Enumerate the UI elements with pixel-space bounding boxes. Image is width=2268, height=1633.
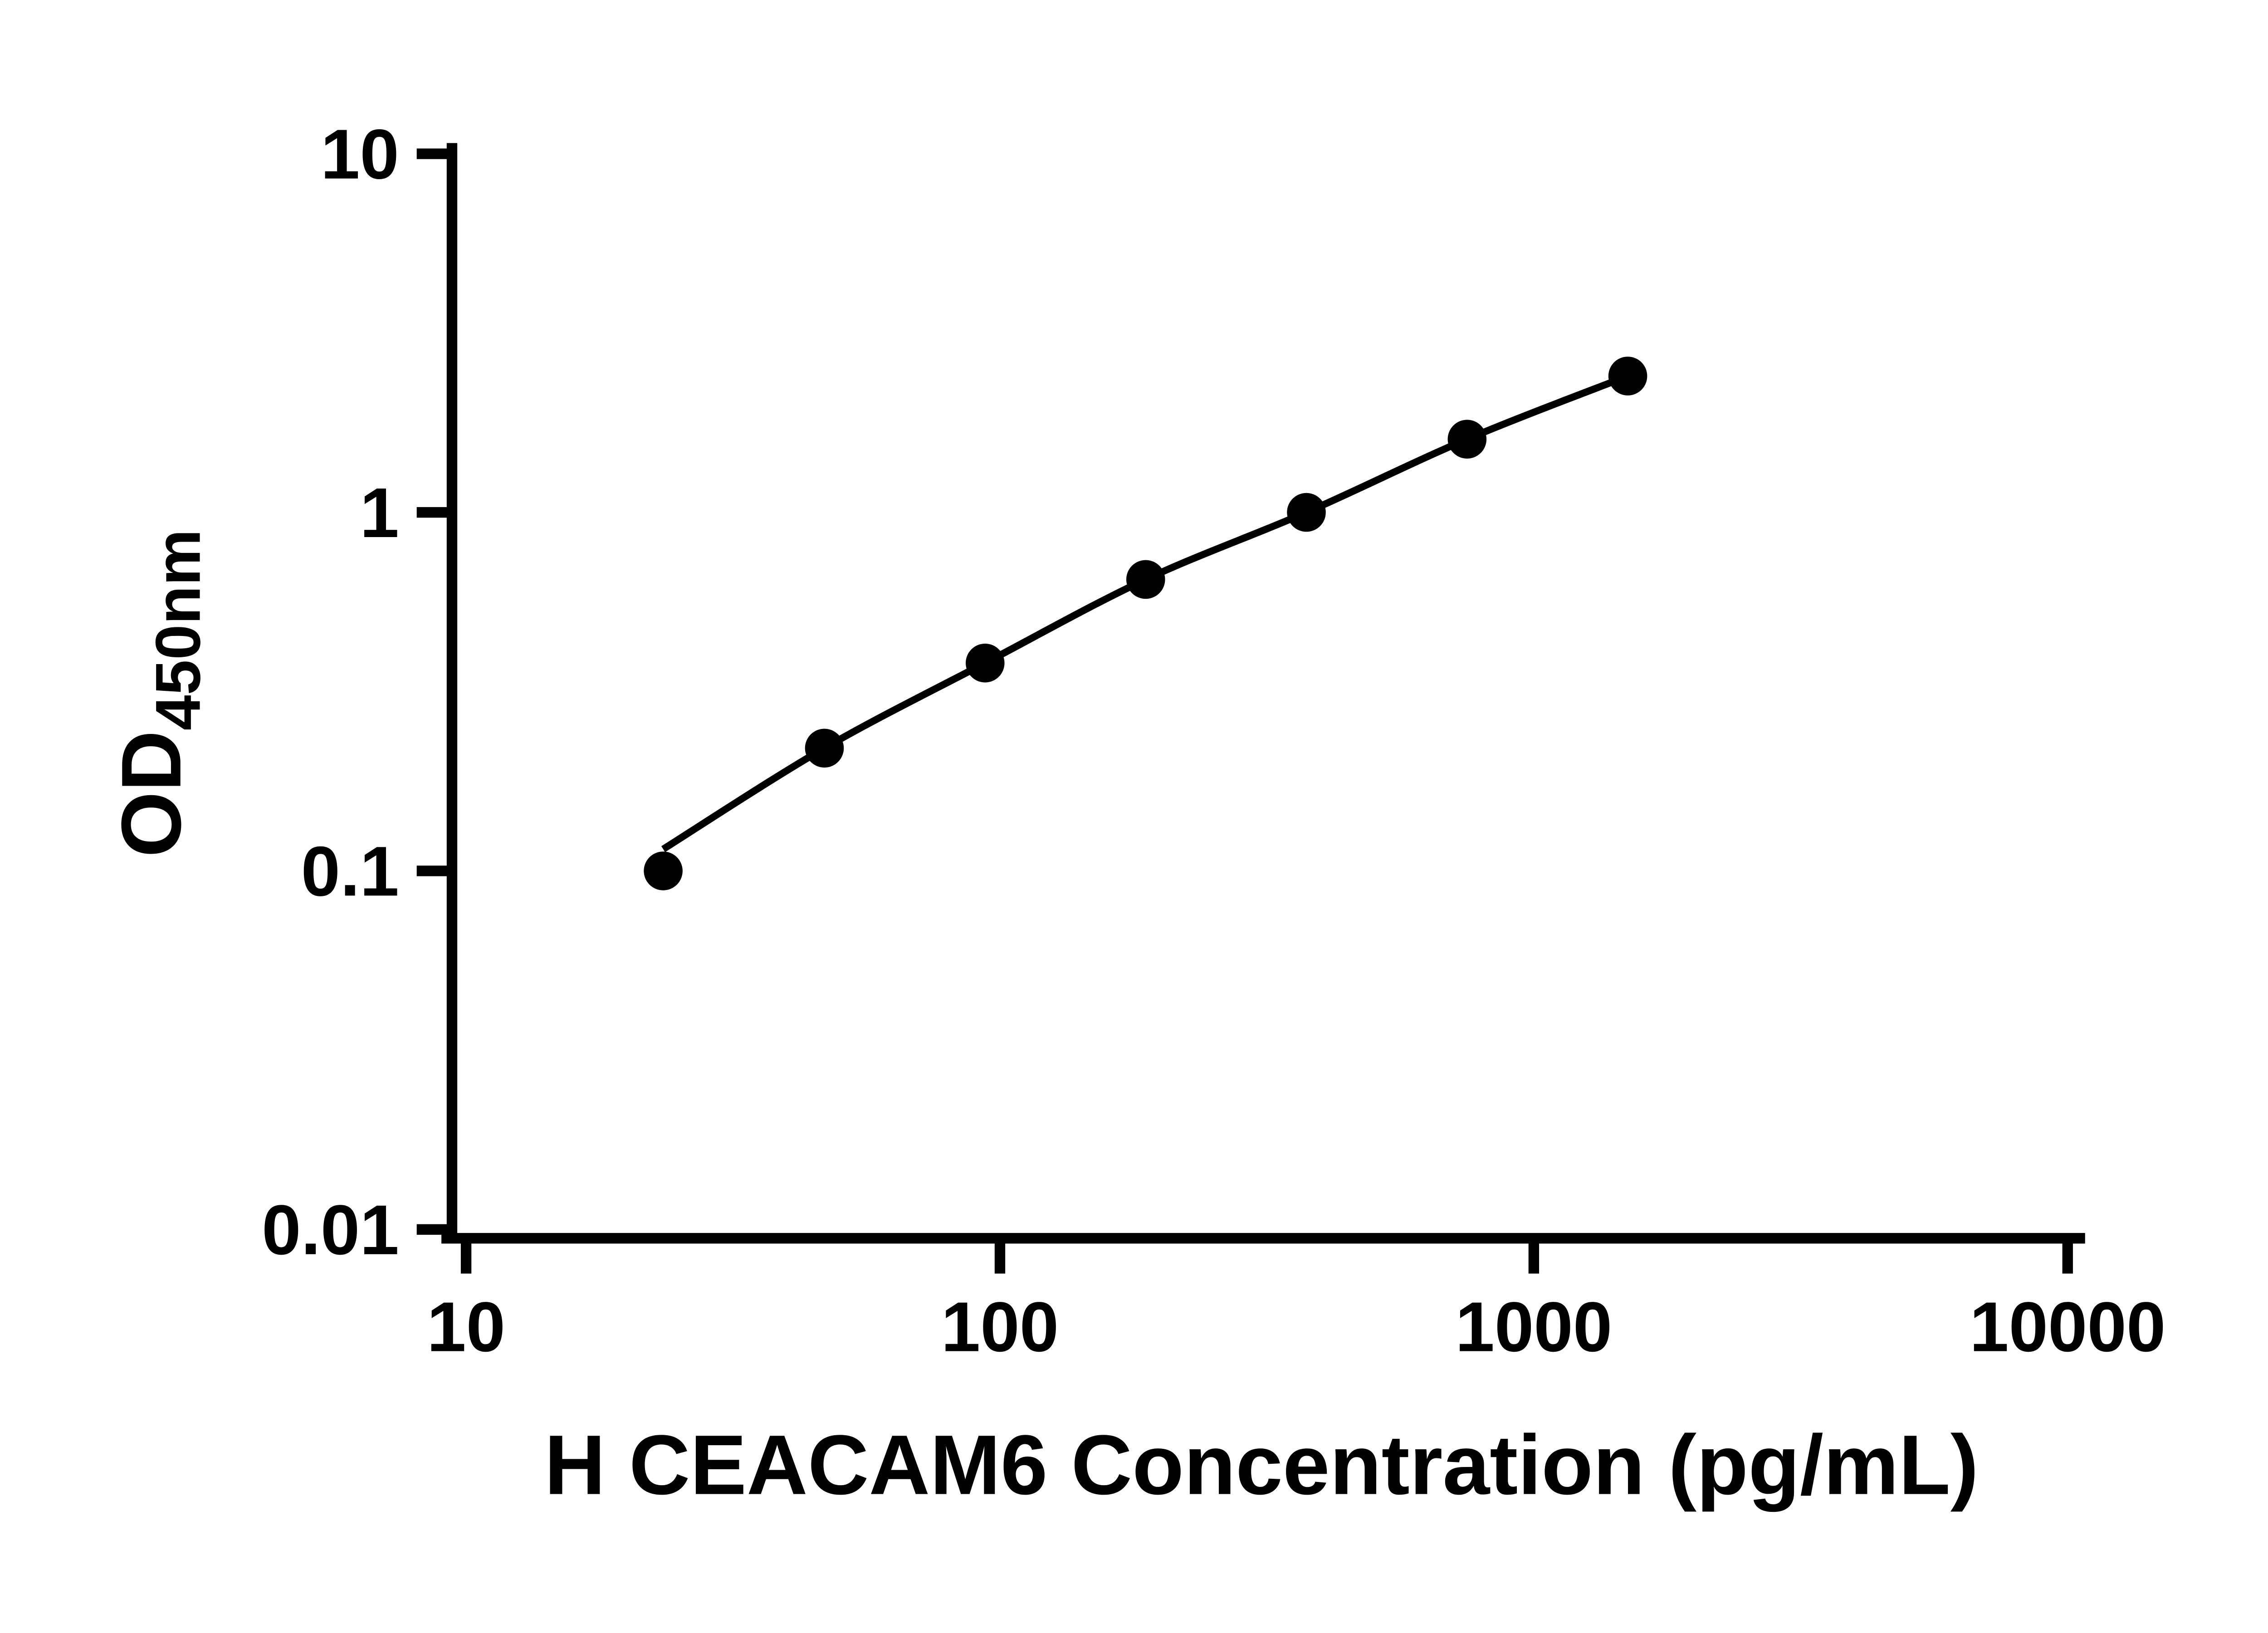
y-tick-label: 1 bbox=[360, 473, 399, 552]
y-tick-label: 0.01 bbox=[262, 1190, 399, 1269]
x-tick-label: 10000 bbox=[1970, 1287, 2165, 1366]
plot-layer bbox=[644, 357, 1647, 890]
data-point bbox=[1287, 493, 1326, 532]
y-axis-title: OD450nm bbox=[104, 529, 214, 857]
data-point bbox=[1126, 560, 1165, 599]
x-tick-label: 1000 bbox=[1455, 1287, 1612, 1366]
data-point bbox=[1447, 420, 1487, 459]
x-tick-label: 10 bbox=[427, 1287, 505, 1366]
axes-layer: 10 100 1000 10000 0.01 0.1 1 10 bbox=[262, 115, 2165, 1366]
data-point bbox=[965, 643, 1005, 683]
y-tick-label: 0.1 bbox=[301, 831, 399, 910]
data-point bbox=[805, 728, 844, 768]
y-axis-title-main: OD bbox=[104, 730, 199, 857]
x-axis-title: H CEACAM6 Concentration (pg/mL) bbox=[544, 1418, 1979, 1512]
chart-canvas: 10 100 1000 10000 0.01 0.1 1 10 H CEACAM6 Conce… bbox=[104, 115, 2166, 1512]
x-tick-label: 100 bbox=[941, 1287, 1059, 1366]
y-axis-title-subscript: 450nm bbox=[142, 529, 213, 730]
y-tick-label: 10 bbox=[321, 115, 399, 194]
data-point bbox=[1608, 357, 1647, 396]
elisa-standard-curve-figure: 10 100 1000 10000 0.01 0.1 1 10 H CEACAM6 Conce… bbox=[18, 7, 2268, 1595]
data-point bbox=[644, 851, 683, 890]
